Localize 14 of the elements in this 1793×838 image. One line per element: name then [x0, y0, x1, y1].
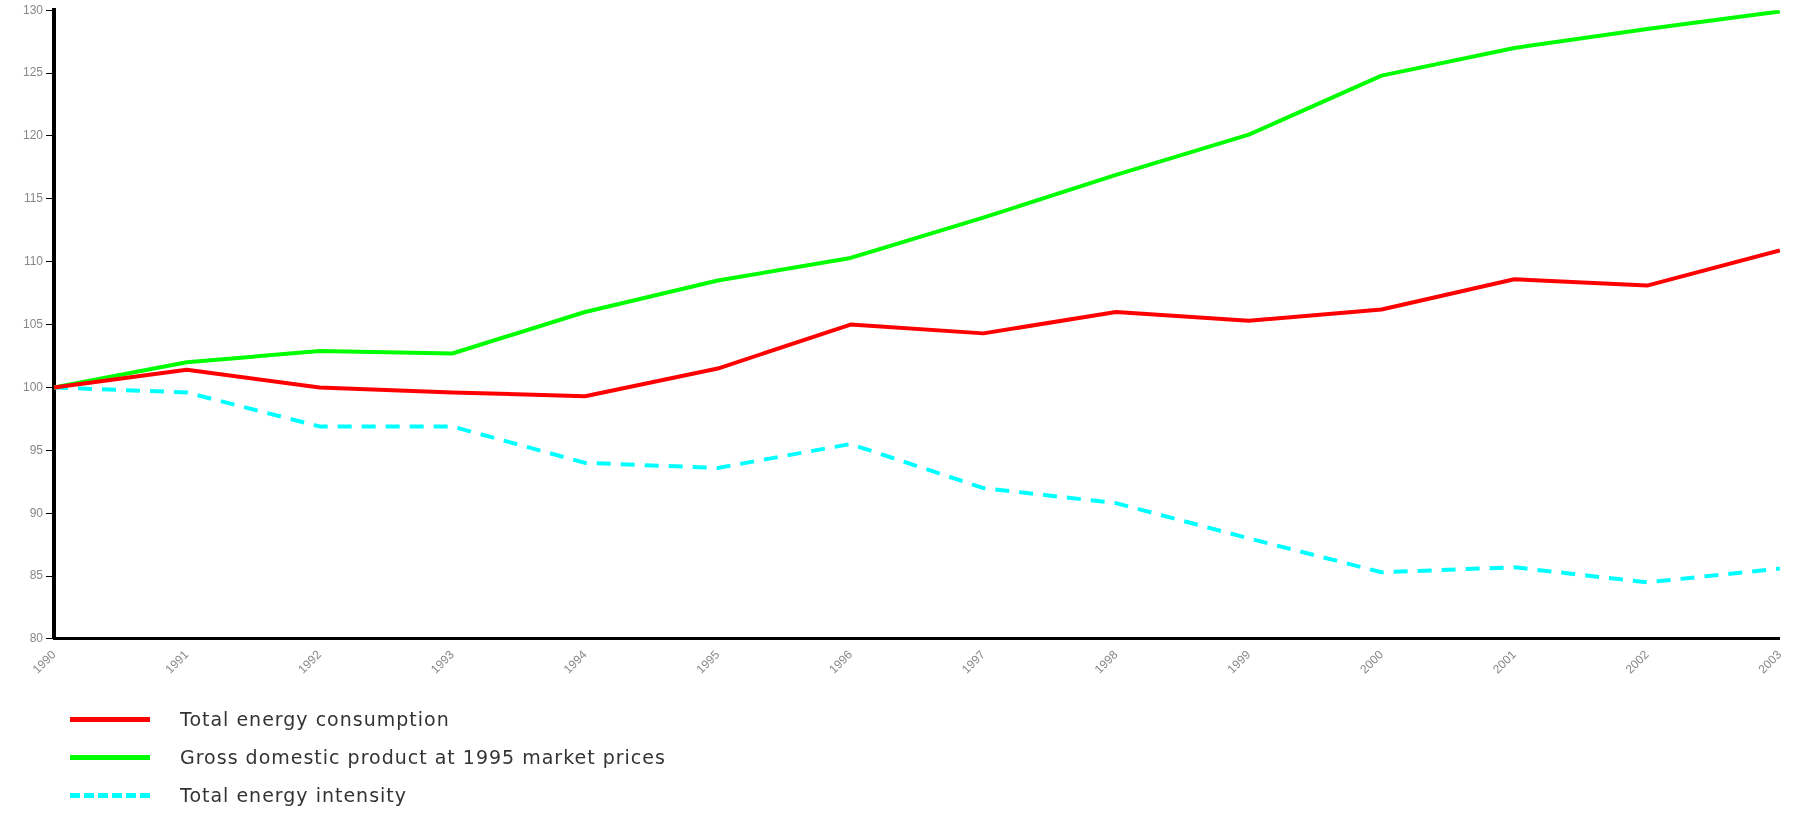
y-tick-label: 85 — [29, 568, 44, 583]
y-tick-label: 100 — [22, 379, 44, 394]
y-tick-label: 105 — [22, 316, 44, 331]
y-tick-label: 95 — [29, 442, 44, 457]
y-tick-label: 110 — [23, 254, 44, 269]
y-tick-label: 120 — [22, 128, 44, 143]
legend-label: Gross domestic product at 1995 market prices — [180, 746, 666, 768]
y-tick-label: 125 — [22, 65, 44, 80]
y-tick-label: 90 — [29, 505, 44, 520]
y-tick-label: 115 — [23, 191, 44, 206]
y-tick-label: 130 — [22, 2, 44, 17]
y-tick-label: 80 — [29, 631, 44, 646]
legend-label: Total energy consumption — [180, 708, 450, 730]
legend-label: Total energy intensity — [180, 784, 408, 806]
